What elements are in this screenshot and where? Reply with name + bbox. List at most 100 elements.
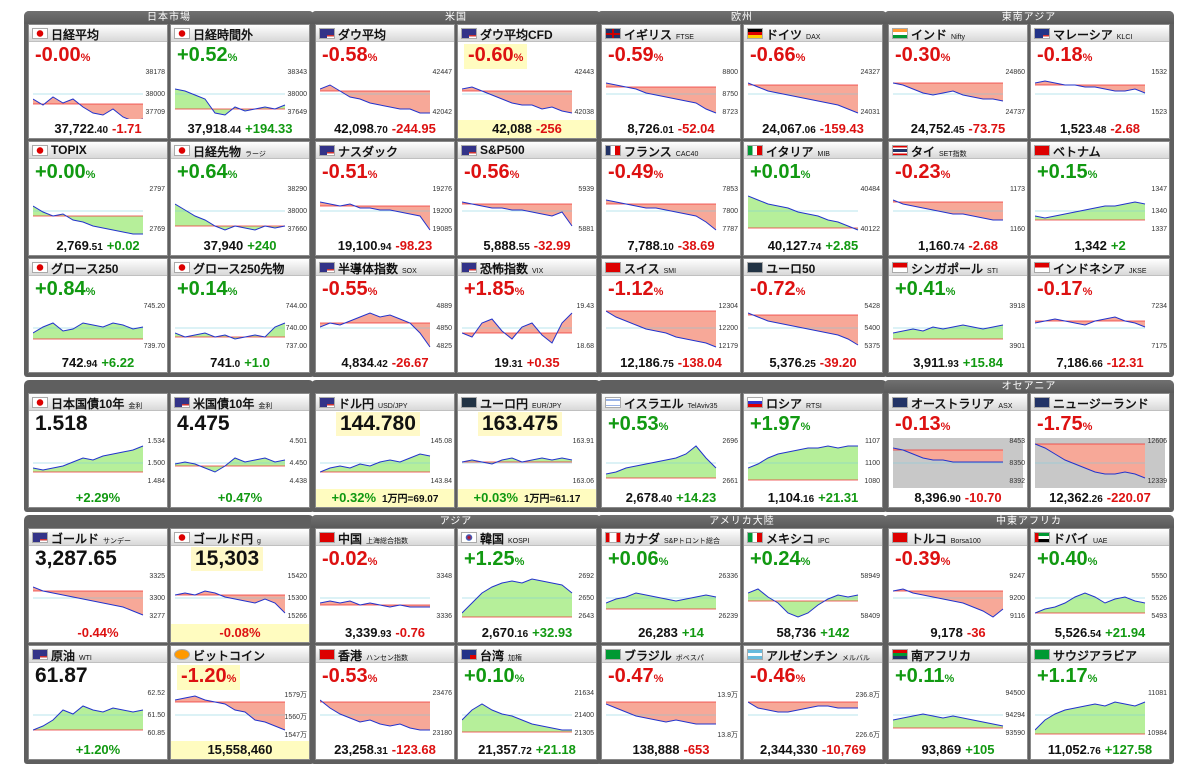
chart-line [33, 445, 144, 471]
market-card[interactable]: グロース250 +0.84% 745.20 739.70 742.94 +6.22 [28, 258, 168, 373]
market-card[interactable]: スイス SMI -1.12% 12304 12200 12179 12,186.75 -138… [601, 258, 741, 373]
jp-flag-icon [174, 145, 190, 156]
change-percent-value: +0.41 [895, 278, 946, 300]
market-card[interactable]: 日本国債10年 金利 1.518 1.534 1.500 1.484 +2.29% [28, 393, 168, 508]
change-percent-value: -1.20 [181, 665, 227, 687]
market-card[interactable]: ユーロ円 EUR/JPY 163.475 163.91 163.06 +0.03% 1万円=… [457, 393, 597, 508]
market-card[interactable]: タイ SET指数 -0.23% 1173 1160 1,160.74 -2.68 [888, 141, 1028, 256]
market-card[interactable]: ドイツ DAX -0.66% 24327 24031 24,067.06 -159.43 [743, 24, 883, 139]
market-card[interactable]: オーストラリア ASX -0.13% 8453 8350 8392 8,396.90 -10.… [888, 393, 1028, 508]
market-card[interactable]: S&P500 -0.56% 5939 5881 5,888.55 -32.99 [457, 141, 597, 256]
change-percent: -0.56% [464, 161, 519, 186]
market-card[interactable]: ドバイ UAE +0.40% 5550 5526 5493 5,526.54 +21.94 [1030, 528, 1170, 643]
market-card[interactable]: 南アフリカ +0.11% 94500 94294 93590 93,869 +105 [888, 645, 1028, 760]
change-value: -52.04 [677, 121, 715, 136]
market-card[interactable]: アルゼンチン メルバル -0.46% 236.8万 226.6万 2,344,330 -10… [743, 645, 883, 760]
market-card[interactable]: 米国債10年 金利 4.475 4.501 4.450 4.438 +0.47% [170, 393, 310, 508]
market-card[interactable]: インドネシア JKSE -0.17% 7234 7175 7,186.66 -12.31 [1030, 258, 1170, 373]
market-card[interactable]: TOPIX +0.00% 2797 2769 2,769.51 +0.02 [28, 141, 168, 256]
market-subname: UAE [1093, 538, 1108, 545]
market-card[interactable]: 日経時間外 +0.52% 38343 38000 37649 37,918.44 +194.… [170, 24, 310, 139]
card-header: タイ SET指数 [889, 142, 1027, 159]
market-card[interactable]: ダウ平均CFD -0.60% 42443 42038 42,088 -256 [457, 24, 597, 139]
chart-area [748, 313, 858, 345]
market-card[interactable]: ロシア RTSI +1.97% 1107 1100 1080 1,104.16 +21.31 [743, 393, 883, 508]
chart-area [893, 589, 1003, 617]
market-card[interactable]: 香港 ハンセン指数 -0.53% 23476 23180 23,258.31 -123.68 [315, 645, 455, 760]
market-card[interactable]: ドル円 USD/JPY 144.780 145.08 143.84 +0.32% 1万円=6… [315, 393, 455, 508]
market-name-text: 韓国 [480, 532, 505, 546]
percent-unit: % [795, 52, 806, 64]
market-card[interactable]: ベトナム +0.15% 1347 1340 1337 1,342 +2 [1030, 141, 1170, 256]
market-name-text: 恐怖指数 [480, 262, 529, 276]
chart-low-label: 226.6万 [855, 732, 880, 739]
chart-high-label: 2797 [149, 186, 165, 193]
market-card[interactable]: 恐怖指数 VIX +1.85% 19.43 18.68 19.31 +0.35 [457, 258, 597, 373]
market-card[interactable]: グロース250先物 +0.14% 744.00 740.00 737.00 741.0 +1… [170, 258, 310, 373]
market-subname: ボベスパ [675, 655, 704, 662]
market-card[interactable]: イギリス FTSE -0.59% 8800 8750 8723 8,726.01 -52.04 [601, 24, 741, 139]
market-card[interactable]: 中国 上海総合指数 -0.02% 3348 3336 3,339.93 -0.76 [315, 528, 455, 643]
market-name-text: ビットコイン [193, 649, 266, 663]
intraday-chart [320, 201, 431, 231]
card-header: アルゼンチン メルバル [744, 646, 882, 663]
chart-line [893, 82, 1004, 102]
market-name-text: 半導体指数 [338, 262, 399, 276]
market-card[interactable]: メキシコ IPC +0.24% 58949 58409 58,736 +142 [743, 528, 883, 643]
percent-unit: % [795, 286, 806, 298]
market-card[interactable]: 日経先物 ラージ +0.64% 38290 38000 37660 37,940 +240 [170, 141, 310, 256]
market-card[interactable]: イスラエル TelAviv35 +0.53% 2696 2661 2,678.40 +14.… [601, 393, 741, 508]
market-card[interactable]: ユーロ50 -0.72% 5428 5400 5375 5,376.25 -39.20 [743, 258, 883, 373]
chart-line [175, 695, 286, 731]
chart-area [175, 323, 285, 339]
card-header: S&P500 [458, 142, 596, 159]
change-percent: -0.49% [608, 161, 663, 186]
market-card[interactable]: トルコ Borsa100 -0.39% 9247 9200 9116 9,178 -36 [888, 528, 1028, 643]
market-card[interactable]: マレーシア KLCI -0.18% 1532 1523 1,523.48 -2.68 [1030, 24, 1170, 139]
market-card[interactable]: ダウ平均 -0.58% 42447 42042 42,098.70 -244.95 [315, 24, 455, 139]
market-card[interactable]: インド Nifty -0.30% 24860 24737 24,752.45 -73.75 [888, 24, 1028, 139]
group-title: 東南アジア [884, 11, 1174, 24]
market-card[interactable]: ニュージーランド -1.75% 12606 12339 12,362.26 -220.07 [1030, 393, 1170, 508]
price-row: 21,357.72 +21.18 [458, 741, 596, 759]
market-card[interactable]: フランス CAC40 -0.49% 7853 7800 7787 7,788.10 -38.6… [601, 141, 741, 256]
price-row: 1,160.74 -2.68 [889, 237, 1027, 255]
percent-unit: % [85, 169, 96, 181]
percent-unit: % [367, 673, 378, 685]
market-card[interactable]: ナスダック -0.51% 19276 19200 19085 19,100.94 -98.2… [315, 141, 455, 256]
market-card[interactable]: 原油 WTI 61.87 62.52 61.50 60.85 +1.20% [28, 645, 168, 760]
intraday-chart [606, 82, 717, 114]
us-flag-icon [32, 649, 48, 660]
conversion-rate: 1万円=61.17 [524, 494, 581, 505]
change-percent: -0.66% [750, 44, 805, 69]
market-card[interactable]: ゴールド円 g 15,303 15420 15300 15266 -0.08% [170, 528, 310, 643]
market-card[interactable]: ゴールド サンデー 3,287.65 3325 3300 3277 -0.44% [28, 528, 168, 643]
market-name-text: ダウ平均CFD [480, 28, 553, 42]
change-percent: -0.13% [895, 413, 950, 438]
chart-mid-label: 4850 [436, 325, 452, 332]
chart-area [33, 323, 143, 339]
market-name-text: ドル円 [338, 397, 375, 411]
market-card[interactable]: ブラジル ボベスパ -0.47% 13.9万 13.8万 138,888 -653 [601, 645, 741, 760]
chart-low-label: 40122 [860, 226, 880, 233]
intraday-chart [33, 705, 144, 731]
market-card[interactable]: シンガポール STI +0.41% 3918 3901 3,911.93 +15.84 [888, 258, 1028, 373]
chart-high-label: 42443 [574, 69, 594, 76]
change-percent-value: -0.02 [322, 548, 368, 570]
market-card[interactable]: ビットコイン -1.20% 1579万 1560万 1547万 15,558,460 [170, 645, 310, 760]
chart-mid-label: 1560万 [284, 714, 307, 721]
market-card[interactable]: 半導体指数 SOX -0.55% 4889 4850 4825 4,834.42 -26.67 [315, 258, 455, 373]
market-card[interactable]: カナダ S&Pトロント総合 +0.06% 26336 26239 26,283 +14 [601, 528, 741, 643]
percent-unit: % [658, 421, 669, 433]
market-card[interactable]: サウジアラビア +1.17% 11081 10984 11,052.76 +127.58 [1030, 645, 1170, 760]
change-percent: +0.32% [331, 490, 376, 505]
market-name-text: グロース250先物 [193, 262, 285, 276]
market-name-text: イギリス [624, 28, 673, 42]
market-card[interactable]: イタリア MIB +0.01% 40484 40122 40,127.74 +2.85 [743, 141, 883, 256]
percent-unit: % [1082, 52, 1093, 64]
market-card[interactable]: 日経平均 -0.00% 38178 38000 37709 37,722.40 -1.71 [28, 24, 168, 139]
card-header: ビットコイン [171, 646, 309, 663]
market-card[interactable]: 台湾 加権 +0.10% 21634 21400 21305 21,357.72 +21.18 [457, 645, 597, 760]
market-card[interactable]: 韓国 KOSPI +1.25% 2692 2650 2643 2,670.16 +32.93 [457, 528, 597, 643]
chart-line [462, 312, 573, 344]
